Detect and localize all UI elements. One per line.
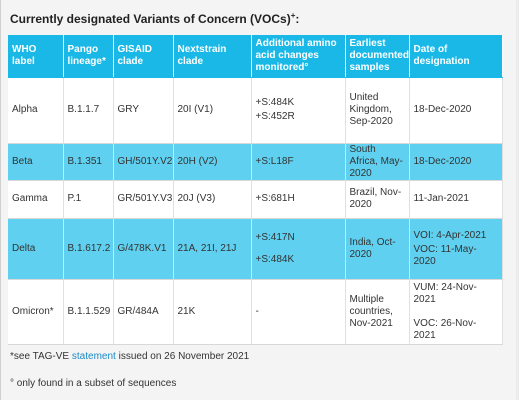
table-row: Beta B.1.351 GH/501Y.V2 20H (V2) +S:L18F… <box>8 143 503 181</box>
footnote-statement: *see TAG-VE statement issued on 26 Novem… <box>10 351 250 362</box>
header-gisaid-clade: GISAID clade <box>113 35 174 78</box>
cell-earliest: United Kingdom, Sep-2020 <box>345 77 410 144</box>
cell-designation: VUM: 24-Nov-2021 VOC: 26-Nov-2021 <box>409 279 503 345</box>
table-row: Delta B.1.617.2 G/478K.V1 21A, 21I, 21J … <box>8 218 503 280</box>
cell-changes: +S:681H <box>251 180 346 219</box>
change-item: +S:452R <box>255 111 295 122</box>
table-row: Omicron* B.1.1.529 GR/484A 21K - Multipl… <box>8 279 503 345</box>
cell-pango: B.1.351 <box>63 143 114 181</box>
header-earliest-samples: Earliest documented samples <box>345 35 410 78</box>
table-row: Alpha B.1.1.7 GRY 20I (V1) +S:484K +S:45… <box>8 77 503 144</box>
cell-gisaid: GRY <box>113 77 174 144</box>
cell-nextstrain: 21K <box>173 279 252 345</box>
table-header-row: WHO label Pango lineage* GISAID clade Ne… <box>8 35 503 78</box>
cell-pango: B.1.617.2 <box>63 218 114 280</box>
cell-gisaid: GR/484A <box>113 279 174 345</box>
change-item: +S:484K <box>255 253 295 265</box>
cell-earliest: India, Oct-2020 <box>345 218 410 280</box>
cell-nextstrain: 21A, 21I, 21J <box>173 218 252 280</box>
cell-designation: 18-Dec-2020 <box>409 143 503 181</box>
cell-nextstrain: 20I (V1) <box>173 77 252 144</box>
cell-gisaid: G/478K.V1 <box>113 218 174 280</box>
cell-designation: VOI: 4-Apr-2021 VOC: 11-May-2020 <box>409 218 503 280</box>
cell-who-label: Alpha <box>8 77 64 144</box>
statement-link[interactable]: statement <box>71 351 116 362</box>
right-scroll-edge <box>516 0 519 400</box>
page-title: Currently designated Variants of Concern… <box>10 11 300 26</box>
cell-gisaid: GH/501Y.V2 <box>113 143 174 181</box>
header-who-label: WHO label <box>8 35 64 78</box>
header-pango-lineage: Pango lineage* <box>63 35 114 78</box>
cell-changes: +S:417N +S:484K <box>251 218 346 280</box>
cell-who-label: Gamma <box>8 180 64 219</box>
cell-earliest: Brazil, Nov-2020 <box>345 180 410 219</box>
cell-changes: +S:484K +S:452R <box>251 77 346 144</box>
cell-nextstrain: 20H (V2) <box>173 143 252 181</box>
cell-gisaid: GR/501Y.V3 <box>113 180 174 219</box>
cell-pango: P.1 <box>63 180 114 219</box>
change-item: +S:417N <box>255 231 295 243</box>
cell-changes: - <box>251 279 346 345</box>
cell-pango: B.1.1.7 <box>63 77 114 144</box>
cell-nextstrain: 20J (V3) <box>173 180 252 219</box>
designation-item: VUM: 24-Nov-2021 <box>413 281 477 305</box>
designation-item: VOI: 4-Apr-2021 <box>413 229 487 241</box>
left-border <box>0 0 1 400</box>
header-date-designation: Date of designation <box>409 35 503 78</box>
header-nextstrain-clade: Nextstrain clade <box>173 35 252 78</box>
cell-designation: 18-Dec-2020 <box>409 77 503 144</box>
cell-pango: B.1.1.529 <box>63 279 114 345</box>
cell-designation: 11-Jan-2021 <box>409 180 503 219</box>
cell-who-label: Omicron* <box>8 279 64 345</box>
cell-changes: +S:L18F <box>251 143 346 181</box>
designation-item: VOC: 26-Nov-2021 <box>413 317 477 341</box>
footnote-subset: ° only found in a subset of sequences <box>10 378 177 389</box>
designation-item: VOC: 11-May-2020 <box>413 243 477 267</box>
cell-who-label: Beta <box>8 143 64 181</box>
cell-earliest: Multiple countries, Nov-2021 <box>345 279 410 345</box>
table-row: Gamma P.1 GR/501Y.V3 20J (V3) +S:681H Br… <box>8 180 503 219</box>
cell-earliest: South Africa, May-2020 <box>345 143 410 181</box>
change-item: +S:484K <box>255 97 295 108</box>
cell-who-label: Delta <box>8 218 64 280</box>
voc-table: WHO label Pango lineage* GISAID clade Ne… <box>8 35 503 345</box>
header-amino-acid-changes: Additional amino acid changes monitored° <box>251 35 346 78</box>
